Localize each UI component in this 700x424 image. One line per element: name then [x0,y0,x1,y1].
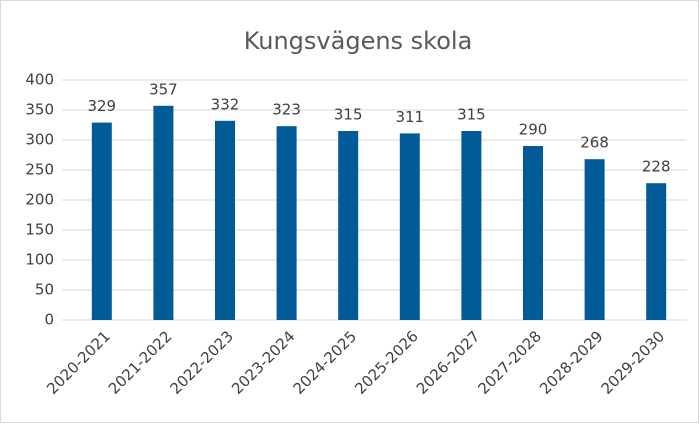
data-label: 315 [334,106,363,124]
data-label: 311 [395,108,424,126]
bar [338,131,359,320]
chart-title: Kungsvägens skola [244,27,473,55]
bar [523,146,543,320]
bar [461,131,482,320]
bar [399,133,420,320]
data-label: 290 [519,121,548,139]
y-tick-label: 50 [35,281,54,299]
data-label: 315 [457,106,486,124]
bar [584,159,605,320]
bar [215,120,235,320]
data-label: 323 [272,101,301,119]
bar [91,122,112,320]
bar [153,105,174,320]
y-tick-label: 100 [25,251,54,269]
data-label: 228 [642,158,671,176]
y-tick-label: 300 [25,131,54,149]
data-label: 332 [211,95,240,113]
data-label: 329 [87,97,116,115]
y-tick-label: 150 [25,221,54,239]
bar [646,183,667,320]
y-tick-label: 400 [25,71,54,89]
bar [276,126,297,320]
y-tick-label: 350 [25,101,54,119]
y-tick-label: 250 [25,161,54,179]
data-label: 357 [149,80,178,98]
data-label: 268 [580,134,609,152]
y-tick-label: 0 [44,311,54,329]
y-tick-label: 200 [25,191,54,209]
